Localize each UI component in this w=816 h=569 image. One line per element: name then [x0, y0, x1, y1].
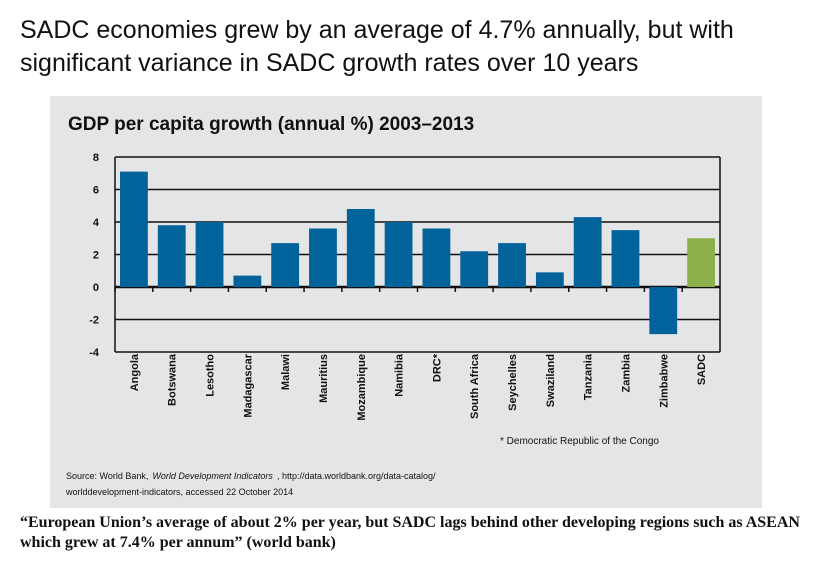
bar-drc-: [422, 228, 451, 287]
x-tick-label: Seychelles: [507, 354, 519, 411]
y-tick-label: 6: [93, 185, 99, 197]
footnote: * Democratic Republic of the Congo: [500, 436, 659, 447]
bar-seychelles: [498, 243, 526, 287]
x-tick-label: Lesotho: [205, 354, 217, 397]
x-tick-label: Mauritius: [318, 354, 330, 403]
bar-swaziland: [535, 272, 564, 287]
chart-panel: [50, 96, 762, 508]
x-tick-label: Swaziland: [545, 354, 557, 407]
x-tick-label: Botswana: [167, 353, 179, 406]
x-tick-label: Tanzania: [583, 353, 595, 400]
slide-title: SADC economies grew by an average of 4.7…: [20, 16, 734, 77]
bar-angola: [120, 171, 148, 287]
bar-botswana: [157, 225, 186, 287]
y-tick-label: -2: [89, 315, 99, 327]
source-line2: worlddevelopment-indicators, accessed 22…: [66, 487, 294, 497]
x-tick-label: Mozambique: [356, 354, 368, 421]
bar-south-africa: [460, 251, 489, 287]
y-tick-label: 4: [93, 217, 100, 229]
bar-tanzania: [573, 217, 602, 287]
source-suffix: , http://data.worldbank.org/data-catalog…: [276, 471, 436, 481]
x-tick-label: Zambia: [620, 353, 632, 392]
y-tick-label: 0: [93, 282, 99, 294]
x-tick-label: Namibia: [394, 353, 406, 397]
bar-sadc: [687, 238, 715, 287]
bar-madagascar: [233, 275, 262, 287]
bar-mozambique: [346, 209, 375, 287]
x-tick-label: Madagascar: [242, 353, 254, 417]
chart-title: GDP per capita growth (annual %) 2003–20…: [68, 114, 475, 135]
bar-lesotho: [195, 222, 224, 287]
bar-zimbabwe: [649, 287, 678, 335]
y-tick-label: 2: [93, 250, 99, 262]
bar-namibia: [384, 222, 413, 287]
source-italic: World Development Indicators: [152, 471, 273, 481]
quote: “European Union’s average of about 2% pe…: [20, 514, 800, 551]
x-tick-label: SADC: [696, 354, 708, 385]
y-tick-label: -4: [89, 347, 100, 359]
bar-zambia: [611, 230, 640, 287]
bar-mauritius: [309, 228, 337, 287]
x-tick-label: Malawi: [280, 354, 292, 390]
x-tick-label: South Africa: [469, 353, 481, 419]
y-tick-label: 8: [93, 152, 99, 164]
source-note: Source: World Bank, World Development Ind…: [66, 468, 626, 500]
bar-malawi: [271, 243, 300, 287]
source-prefix: Source: World Bank,: [66, 471, 149, 481]
x-tick-label: Zimbabwe: [658, 354, 670, 408]
x-tick-label: DRC*: [431, 353, 443, 382]
x-tick-label: Angola: [129, 353, 141, 391]
